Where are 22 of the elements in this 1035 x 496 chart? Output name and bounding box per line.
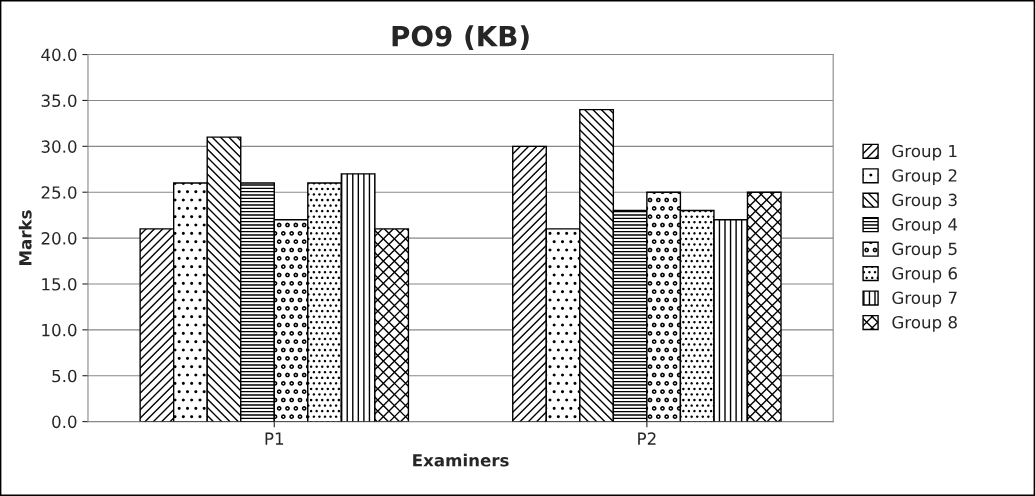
y-tick-label: 20.0 [41, 232, 77, 245]
y-axis-title: Marks [18, 210, 32, 266]
x-tick-label: P1 [265, 432, 284, 445]
y-tick-label: 30.0 [41, 140, 77, 153]
legend-label: Group 5 [892, 242, 957, 259]
legend-label: Group 1 [892, 144, 957, 161]
x-tick-label: P2 [638, 432, 656, 445]
x-axis-title: Examiners [413, 453, 509, 467]
y-tick-label: 15.0 [42, 277, 77, 291]
legend-label: Group 8 [892, 315, 957, 332]
y-tick-label: 5.0 [52, 369, 77, 383]
y-tick-label: 25.0 [41, 186, 77, 199]
y-tick-label: 40.0 [41, 48, 77, 62]
legend-label: Group 2 [892, 169, 957, 185]
y-tick-label: 0.0 [52, 415, 77, 429]
y-tick-label: 10.0 [42, 323, 77, 337]
chart-title: PO9 (KB) [392, 25, 529, 50]
legend-label: Group 4 [892, 218, 958, 234]
legend-label: Group 7 [892, 291, 957, 308]
legend-label: Group 6 [892, 267, 957, 283]
legend-label: Group 3 [892, 193, 957, 210]
y-tick-label: 35.0 [41, 94, 77, 108]
